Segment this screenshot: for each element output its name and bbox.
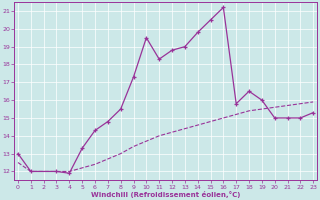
X-axis label: Windchill (Refroidissement éolien,°C): Windchill (Refroidissement éolien,°C)	[91, 191, 240, 198]
